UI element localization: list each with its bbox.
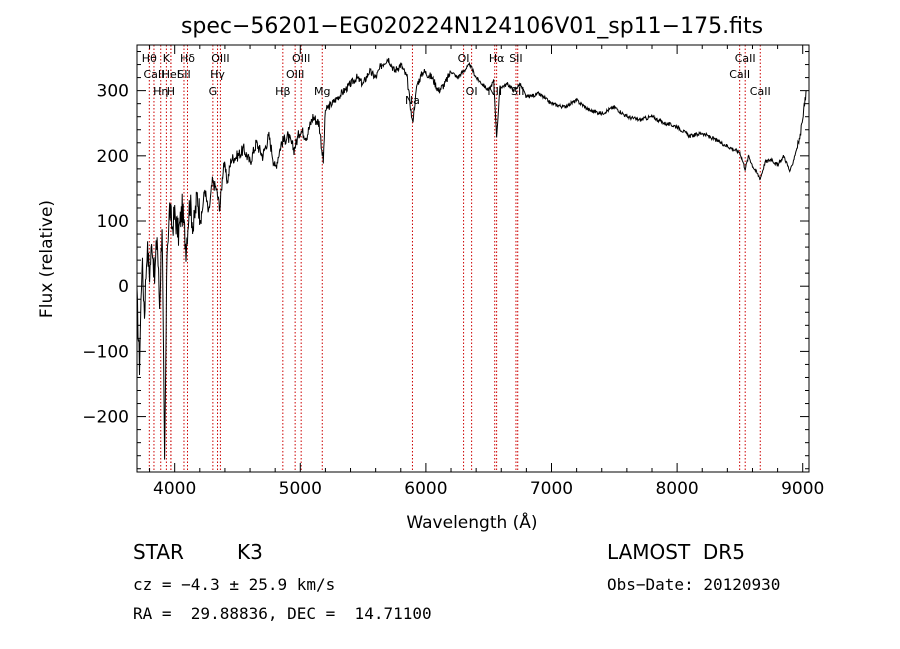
line-label-15: Na	[405, 94, 420, 107]
x-tick-label-4: 8000	[655, 479, 698, 499]
line-label-8: OIII	[211, 52, 229, 65]
x-axis-label: Wavelength (Å)	[406, 511, 537, 533]
y-tick-label-2: 0	[118, 277, 129, 297]
line-label-2: Hη	[153, 85, 168, 98]
y-tick-label-0: −200	[82, 408, 129, 428]
line-label-11: Hβ	[275, 85, 290, 98]
line-label-22: CaII	[735, 52, 756, 65]
object-class: STAR	[133, 540, 184, 564]
line-label-10: G	[209, 85, 218, 98]
line-label-7: SII	[177, 68, 190, 81]
line-label-16: OI	[458, 52, 470, 65]
x-tick-label-1: 5000	[279, 479, 322, 499]
y-tick-label-1: −100	[82, 342, 129, 362]
line-label-23: CaII	[729, 68, 750, 81]
x-tick-label-5: 9000	[781, 479, 824, 499]
chart-title: spec−56201−EG020224N124106V01_sp11−175.f…	[181, 14, 763, 39]
line-label-14: Mg	[314, 85, 330, 98]
line-label-13: OIII	[286, 68, 304, 81]
line-label-21: SII	[511, 85, 524, 98]
line-label-12: OIII	[292, 52, 310, 65]
line-label-9: Hγ	[210, 68, 225, 81]
redshift-velocity: cz = −4.3 ± 25.9 km/s	[133, 575, 336, 594]
line-label-3: K	[163, 52, 171, 65]
line-label-24: CaII	[750, 85, 771, 98]
line-label-18: Hα	[489, 52, 505, 65]
observation-date: Obs−Date: 20120930	[607, 575, 781, 594]
spectrum-line	[136, 57, 807, 460]
x-axis: 4000 5000 6000 7000 8000 9000	[149, 45, 824, 499]
y-axis-label: Flux (relative)	[37, 200, 57, 318]
x-tick-label-2: 6000	[404, 479, 447, 499]
sky-coordinates: RA = 29.88836, DEC = 14.71100	[133, 604, 432, 623]
y-axis: −200 −100 0 100 200 300	[82, 51, 809, 470]
y-tick-label-3: 100	[97, 212, 129, 232]
line-label-4: HeI	[162, 68, 180, 81]
line-label-0: Hθ	[142, 52, 157, 65]
y-tick-label-5: 300	[97, 82, 129, 102]
survey-release: LAMOST DR5	[607, 540, 745, 564]
x-tick-label-0: 4000	[153, 479, 196, 499]
spectral-subclass: K3	[237, 540, 263, 564]
line-label-20: SII	[509, 52, 522, 65]
line-label-5: H	[167, 85, 175, 98]
spectral-line-labels: Hθ CaII Hη K HeI H Hδ SII OIII Hγ G Hβ OIII OIII Mg Na O…	[142, 52, 771, 107]
y-tick-label-4: 200	[97, 147, 129, 167]
plot-frame	[136, 44, 810, 473]
spectral-line-markers	[148, 45, 761, 472]
line-label-1: CaII	[143, 68, 164, 81]
line-label-6: Hδ	[180, 52, 195, 65]
line-label-17: OI	[466, 85, 478, 98]
x-tick-label-3: 7000	[530, 479, 573, 499]
